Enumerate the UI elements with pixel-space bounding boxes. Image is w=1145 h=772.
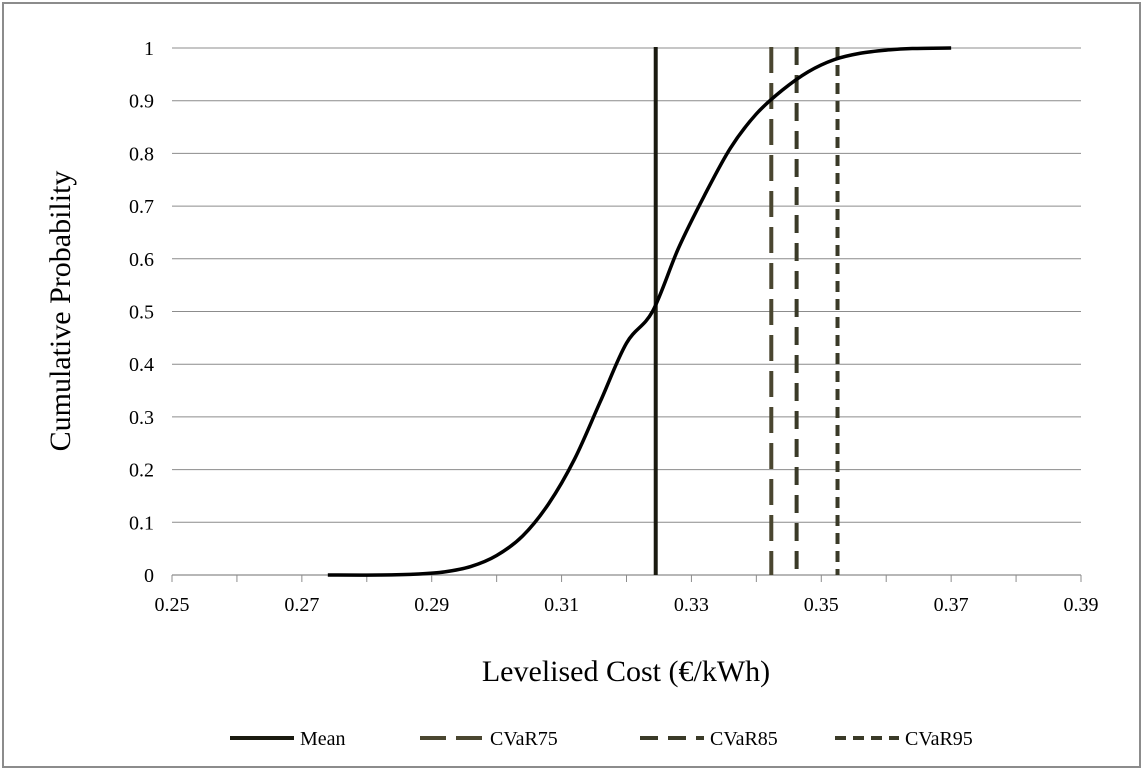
x-axis-title: Levelised Cost (€/kWh) — [482, 655, 770, 688]
series-layer — [327, 46, 952, 577]
x-tick-label: 0.37 — [934, 594, 969, 616]
x-tick-label: 0.27 — [284, 594, 319, 616]
y-tick-label: 0.4 — [129, 354, 154, 376]
y-tick-label: 0.2 — [129, 460, 154, 482]
y-tick-label: 0.6 — [129, 249, 154, 271]
x-tick-label: 0.31 — [544, 594, 579, 616]
x-tick-labels: 0.25 0.27 0.29 0.31 0.33 0.35 0.37 0.39 — [155, 594, 1099, 616]
legend: Mean CVaR75 CVaR85 CVaR95 — [230, 728, 973, 750]
y-tick-labels: 0 0.1 0.2 0.3 0.4 0.5 0.6 0.7 0.8 0.9 1 — [129, 38, 154, 587]
y-tick-label: 0.8 — [129, 143, 154, 165]
y-tick-label: 0.1 — [129, 512, 154, 534]
x-tick-label: 0.33 — [674, 594, 709, 616]
y-tick-label: 0 — [144, 565, 154, 587]
cdf-curve — [327, 46, 952, 577]
y-axis-title: Cumulative Probability — [44, 171, 77, 452]
legend-label-mean: Mean — [300, 728, 346, 750]
y-tick-label: 0.5 — [129, 302, 154, 324]
y-tick-label: 0.9 — [129, 91, 154, 113]
y-tick-label: 1 — [144, 38, 154, 60]
y-tick-label: 0.7 — [129, 196, 154, 218]
legend-label-cvar95: CVaR95 — [905, 728, 973, 750]
legend-label-cvar85: CVaR85 — [710, 728, 778, 750]
axes — [171, 574, 1082, 582]
reference-lines — [653, 47, 840, 575]
x-tick-label: 0.29 — [414, 594, 449, 616]
x-tick-label: 0.35 — [804, 594, 839, 616]
gridlines — [172, 47, 1081, 523]
y-tick-label: 0.3 — [129, 407, 154, 429]
legend-label-cvar75: CVaR75 — [490, 728, 558, 750]
x-tick-label: 0.25 — [155, 594, 190, 616]
x-tick-label: 0.39 — [1064, 594, 1099, 616]
